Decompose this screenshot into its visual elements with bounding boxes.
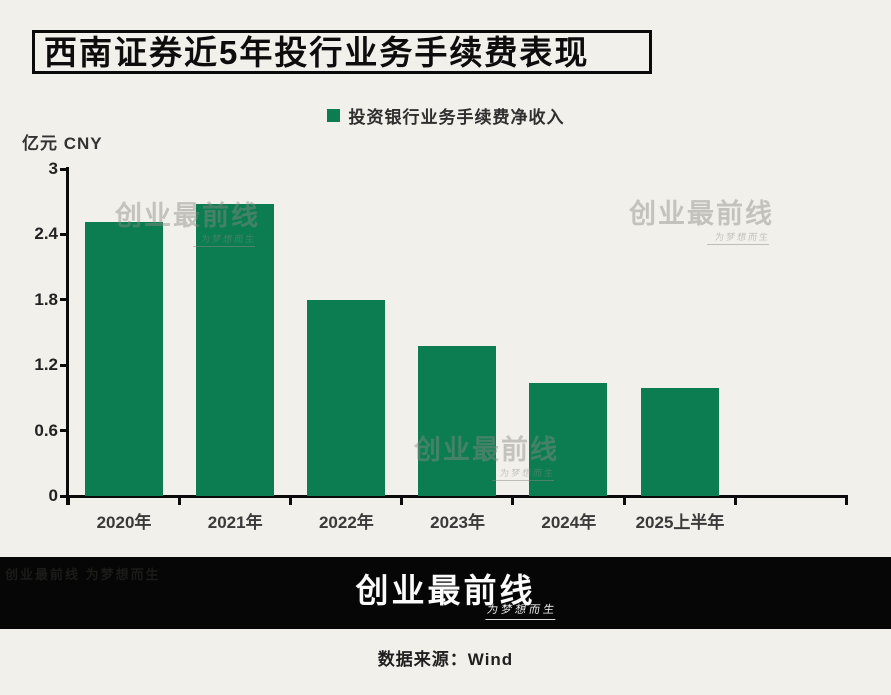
watermark-slogan: 为梦想而生 <box>706 230 772 245</box>
x-label-2021年: 2021年 <box>207 513 263 532</box>
footer-ghost-text: 创业最前线 为梦想而生 <box>5 567 161 582</box>
y-axis-tick <box>60 494 68 498</box>
y-axis-tick <box>60 298 68 302</box>
y-tick-label: 3 <box>48 159 58 178</box>
y-tick-label: 2.4 <box>34 224 58 244</box>
x-label-2025上半年: 2025上半年 <box>635 513 725 532</box>
watermark-slogan: 为梦想而生 <box>491 466 557 481</box>
watermark-middle: 创业最前线 为梦想而生 <box>414 428 559 481</box>
x-axis-tick <box>622 497 626 505</box>
bar-2024年 <box>529 382 608 496</box>
watermark-top-right: 创业最前线 为梦想而生 <box>629 192 774 245</box>
y-axis-tick <box>60 429 68 433</box>
y-tick-label: 1.8 <box>34 289 58 309</box>
x-axis-tick <box>400 497 404 505</box>
x-label-2020年: 2020年 <box>96 513 152 532</box>
legend-swatch-icon <box>326 108 340 122</box>
y-axis-tick <box>60 232 68 236</box>
watermark-text: 创业最前线 <box>115 201 260 231</box>
x-axis-tick <box>288 497 292 505</box>
y-tick-label: 0.6 <box>34 420 58 440</box>
x-label-2023年: 2023年 <box>430 513 485 532</box>
y-tick-label: 0 <box>48 486 58 505</box>
legend-label: 投资银行业务手续费净收入 <box>348 107 565 127</box>
x-axis-tick <box>844 497 848 505</box>
x-axis-tick <box>177 497 181 505</box>
y-axis-tick <box>60 363 68 367</box>
x-axis-tick <box>733 497 737 505</box>
watermark-top-left: 创业最前线 为梦想而生 <box>115 194 260 247</box>
chart-title: 西南证券近5年投行业务手续费表现 <box>44 33 590 71</box>
legend: 投资银行业务手续费净收入 <box>0 103 891 127</box>
x-axis-tick <box>66 497 70 505</box>
data-source: 数据来源：Wind <box>377 650 514 669</box>
chart-title-box: 西南证券近5年投行业务手续费表现 <box>32 30 652 74</box>
y-axis-unit-label: 亿元 CNY <box>22 134 103 153</box>
watermark-text: 创业最前线 <box>414 435 559 465</box>
y-tick-label: 1.2 <box>34 355 58 375</box>
x-label-2024年: 2024年 <box>541 513 597 532</box>
x-label-2022年: 2022年 <box>318 513 374 532</box>
bar-2022年 <box>307 299 385 496</box>
watermark-text: 创业最前线 <box>629 199 774 229</box>
bar-2023年 <box>418 345 497 496</box>
watermark-slogan: 为梦想而生 <box>192 232 258 247</box>
x-axis-line <box>66 495 848 498</box>
brand-slogan: 为梦想而生 <box>485 601 559 620</box>
bar-2020年 <box>84 222 163 496</box>
y-axis-line <box>66 167 69 505</box>
bar-2025上半年 <box>640 388 719 496</box>
x-axis-tick <box>511 497 515 505</box>
y-axis-tick <box>60 167 68 171</box>
brand-logo: 创业最前线 <box>355 572 536 609</box>
bar-2021年 <box>195 203 274 496</box>
footer-brand-bar: 创业最前线 为梦想而生 创业最前线 为梦想而生 <box>0 557 891 629</box>
